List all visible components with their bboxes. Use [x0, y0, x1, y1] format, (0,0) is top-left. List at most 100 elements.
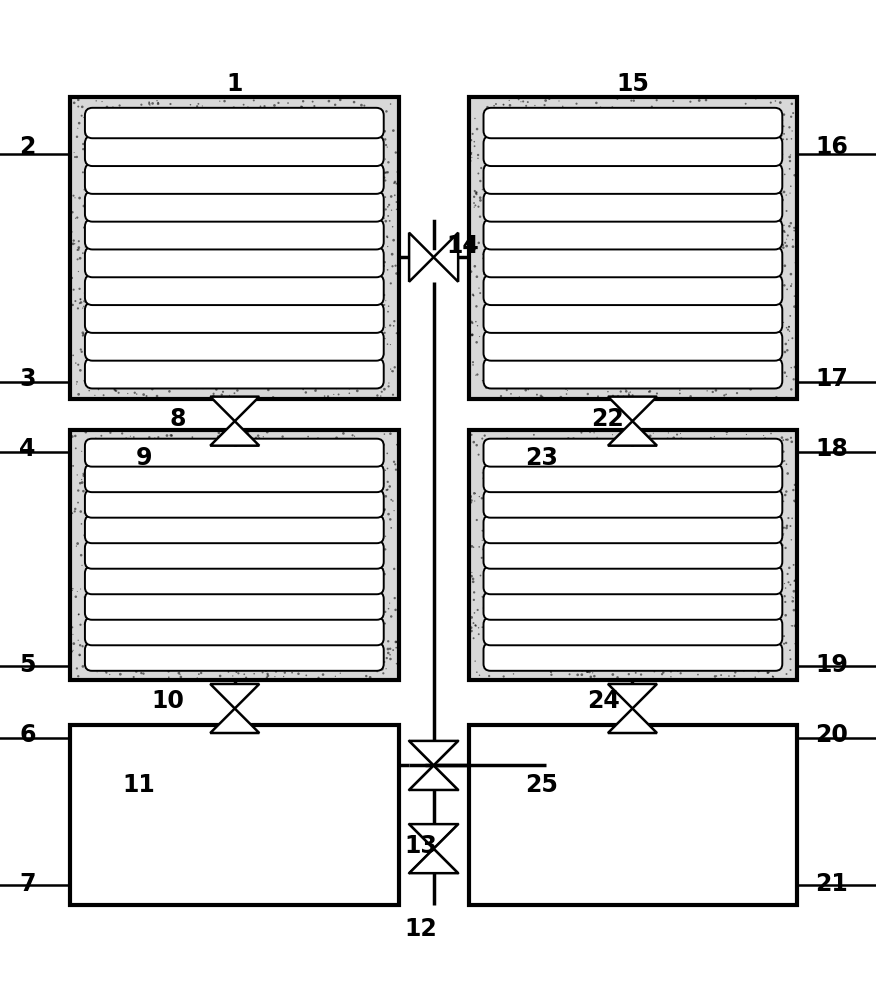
Point [765, 643, 779, 659]
Point [714, 667, 728, 683]
Point [611, 438, 625, 454]
Point [585, 490, 599, 506]
Point [713, 225, 727, 241]
Point [279, 590, 293, 606]
Point [105, 116, 119, 132]
Point [607, 283, 621, 299]
Point [295, 564, 309, 580]
Point [221, 521, 235, 537]
Point [582, 235, 596, 251]
Point [321, 274, 335, 290]
Point [301, 429, 315, 445]
Point [192, 465, 206, 481]
Point [555, 540, 569, 556]
Point [714, 163, 728, 179]
Point [92, 133, 106, 149]
Point [725, 497, 739, 513]
Point [337, 150, 351, 166]
Point [152, 468, 166, 484]
Point [654, 121, 668, 137]
Point [505, 488, 519, 504]
Point [292, 466, 306, 482]
Point [102, 247, 116, 263]
Point [223, 328, 237, 344]
Point [352, 123, 366, 139]
Point [570, 168, 584, 184]
Point [555, 226, 569, 242]
Point [275, 489, 289, 505]
Point [119, 238, 133, 254]
Point [199, 162, 213, 178]
Point [272, 499, 286, 515]
Point [534, 557, 548, 573]
Point [665, 371, 679, 387]
Point [165, 533, 179, 549]
Point [100, 203, 114, 219]
Point [317, 603, 331, 619]
Point [362, 319, 376, 335]
Point [486, 516, 500, 532]
Point [723, 373, 737, 389]
Point [788, 493, 802, 509]
Point [258, 202, 272, 218]
Point [612, 262, 626, 278]
Point [625, 597, 639, 613]
Point [118, 378, 132, 394]
Point [75, 99, 89, 115]
Point [547, 188, 561, 204]
Point [208, 625, 222, 641]
Point [565, 336, 579, 352]
Point [701, 471, 715, 487]
Point [320, 547, 334, 563]
Point [384, 275, 398, 291]
Point [389, 634, 403, 650]
Point [689, 333, 703, 349]
Point [353, 433, 367, 449]
Point [569, 579, 583, 595]
Point [775, 146, 789, 162]
Point [181, 315, 195, 331]
Point [724, 287, 738, 303]
Point [196, 269, 210, 285]
Point [719, 386, 733, 402]
Point [306, 344, 320, 360]
Point [717, 473, 731, 489]
Point [116, 281, 130, 297]
Point [274, 459, 288, 475]
Point [86, 514, 100, 530]
Point [159, 627, 173, 643]
Point [761, 269, 775, 285]
Point [371, 584, 385, 600]
Point [265, 359, 279, 375]
Point [269, 471, 283, 487]
Point [292, 666, 306, 682]
Point [340, 354, 354, 370]
Point [731, 511, 745, 527]
Point [544, 584, 558, 600]
Point [117, 359, 131, 375]
Point [238, 627, 252, 643]
Point [151, 312, 165, 328]
Point [128, 538, 142, 554]
Point [110, 383, 124, 399]
Point [692, 575, 706, 591]
Point [663, 335, 677, 351]
Point [618, 187, 632, 203]
Point [357, 653, 371, 669]
Point [585, 522, 599, 538]
Point [385, 493, 399, 509]
Point [590, 655, 604, 671]
Point [364, 669, 378, 685]
Point [498, 549, 512, 565]
Point [256, 489, 270, 505]
Point [594, 466, 608, 482]
Point [606, 447, 620, 463]
Point [134, 316, 148, 332]
Point [67, 503, 81, 519]
Point [249, 197, 263, 213]
Point [710, 506, 724, 522]
Point [366, 105, 380, 121]
Point [675, 320, 689, 336]
Point [199, 243, 213, 259]
Point [581, 161, 595, 177]
